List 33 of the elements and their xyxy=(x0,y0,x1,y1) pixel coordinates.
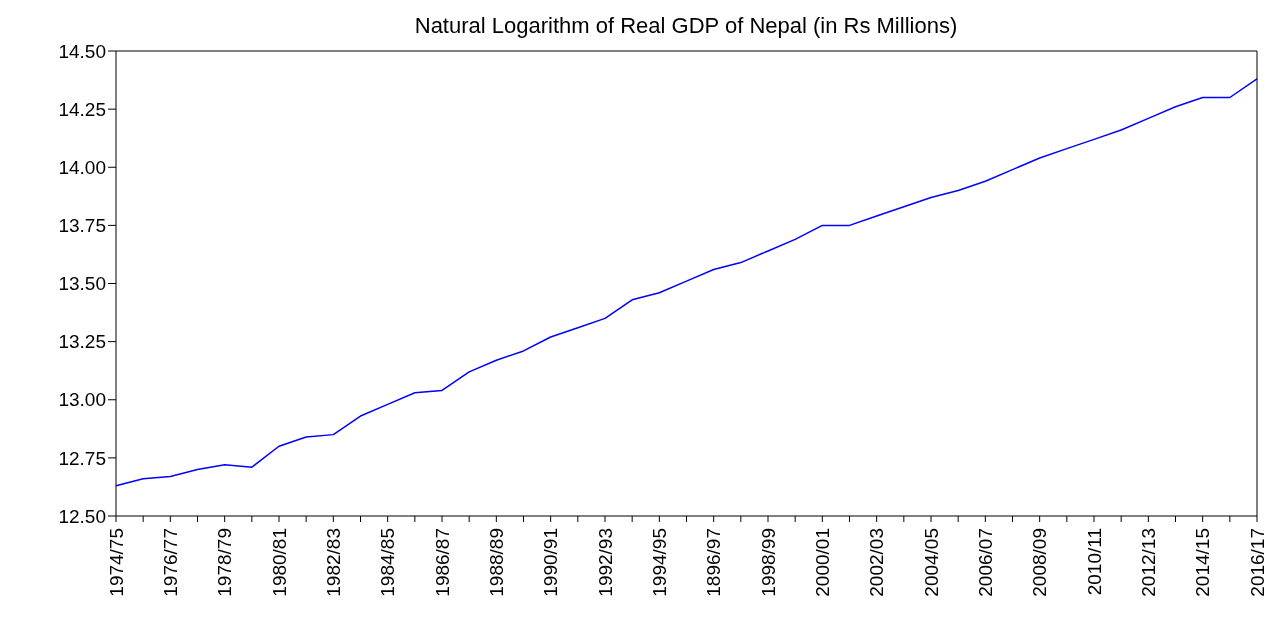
x-tick-label: 1992/93 xyxy=(594,528,616,597)
x-tick-label: 2012/13 xyxy=(1137,528,1159,597)
x-tick-label: 2014/15 xyxy=(1192,528,1214,597)
y-tick-label: 13.00 xyxy=(58,389,106,411)
y-tick-label: 12.50 xyxy=(58,505,106,527)
x-tick-label: 1994/95 xyxy=(648,528,670,597)
x-tick-label: 1990/91 xyxy=(540,528,562,597)
y-tick-label: 12.75 xyxy=(58,447,106,469)
line-series xyxy=(115,78,1258,487)
x-tick-label: 1896/97 xyxy=(703,528,725,597)
y-tick-label: 14.50 xyxy=(58,40,106,62)
x-tick-label: 2002/03 xyxy=(866,528,888,597)
y-tick-label: 13.50 xyxy=(58,273,106,295)
x-tick-label: 1980/81 xyxy=(268,528,290,597)
x-tick-label: 2000/01 xyxy=(811,528,833,597)
x-tick-label: 2006/07 xyxy=(974,528,996,597)
x-tick-label: 1976/77 xyxy=(159,528,181,597)
x-tick-label: 2010/11 xyxy=(1083,528,1105,596)
x-tick-label: 1974/75 xyxy=(105,528,127,597)
y-tick-label: 14.00 xyxy=(58,156,106,178)
x-tick-label: 1988/89 xyxy=(485,528,507,597)
x-tick-label: 2008/09 xyxy=(1029,528,1051,597)
x-tick-label: 1978/79 xyxy=(214,528,236,597)
y-tick-label: 14.25 xyxy=(58,98,106,120)
x-tick-label: 1984/85 xyxy=(377,528,399,597)
x-tick-label: 1998/99 xyxy=(757,528,779,597)
y-tick-label: 13.25 xyxy=(58,331,106,353)
x-tick-label: 2016/17 xyxy=(1246,528,1268,597)
chart-title: Natural Logarithm of Real GDP of Nepal (in Rs Millions) xyxy=(414,13,958,38)
x-tick-label: 1982/83 xyxy=(322,528,344,597)
y-tick-label: 13.75 xyxy=(58,215,106,237)
x-tick-label: 2004/05 xyxy=(920,528,942,597)
x-tick-label: 1986/87 xyxy=(431,528,453,597)
